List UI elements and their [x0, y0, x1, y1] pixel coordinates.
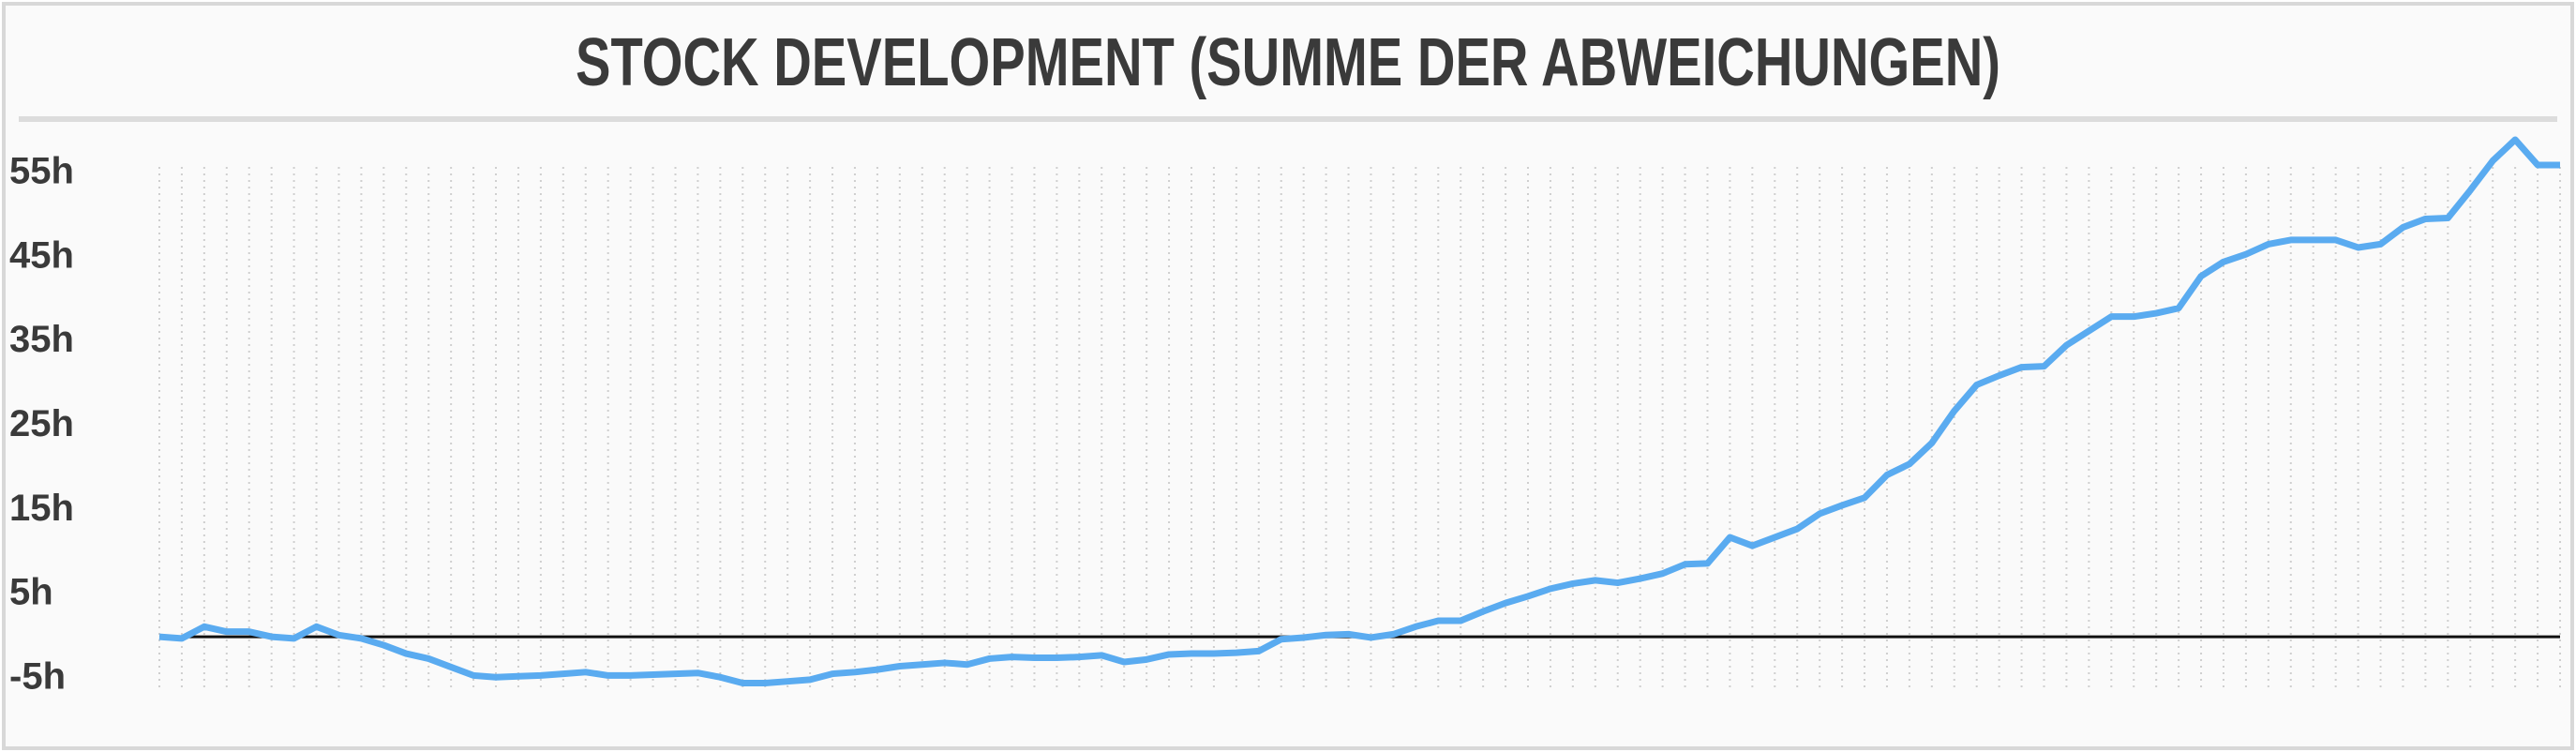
chart-title: STOCK DEVELOPMENT (SUMME DER ABWEICHUNGE… [576, 25, 2000, 100]
y-tick-label: 15h [9, 488, 74, 529]
data-line [158, 136, 2560, 686]
y-tick-label: 5h [9, 572, 53, 613]
y-tick-label: 35h [9, 319, 74, 360]
y-tick-label: 55h [9, 150, 74, 191]
y-tick-label: 25h [9, 403, 74, 444]
y-tick-label: -5h [9, 656, 66, 698]
y-tick-label: 45h [9, 234, 74, 276]
